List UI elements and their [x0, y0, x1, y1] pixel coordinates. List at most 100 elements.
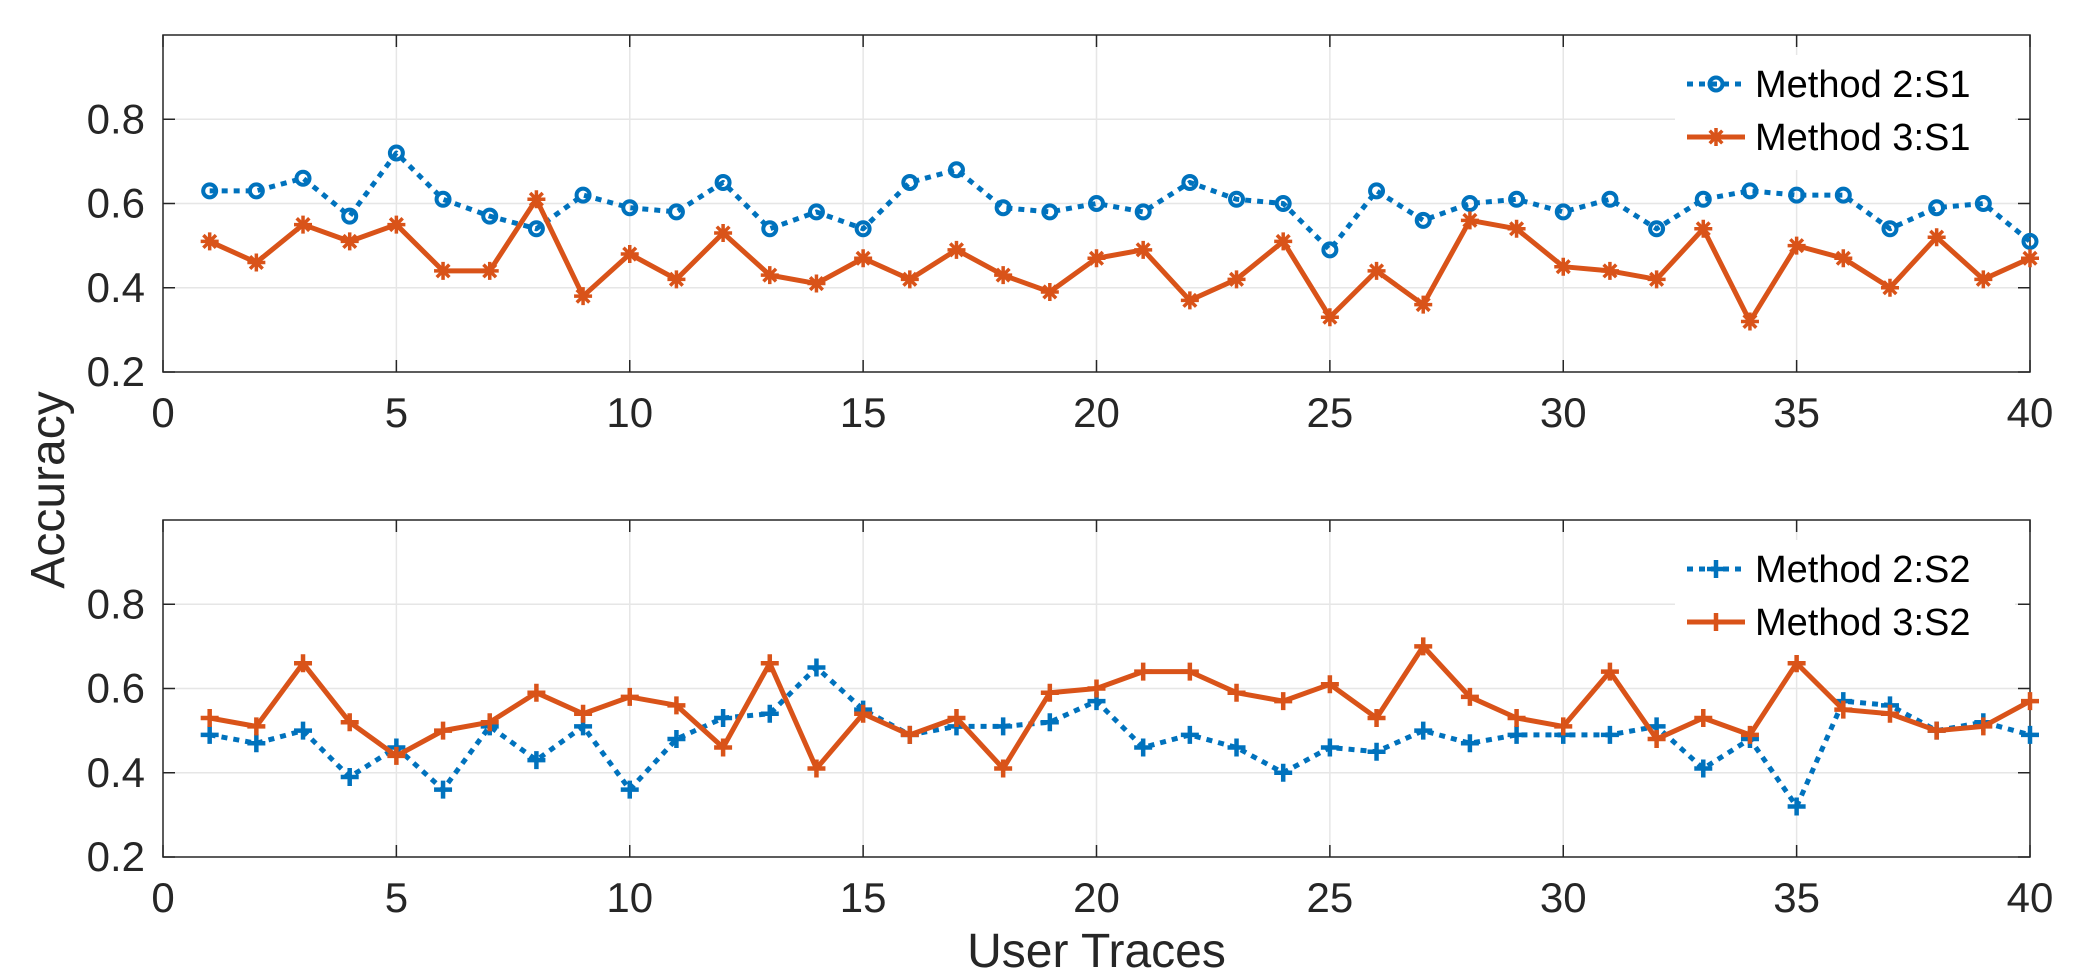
- data-point: [200, 708, 219, 727]
- data-point: [201, 182, 219, 200]
- data-point: [1507, 708, 1526, 727]
- y-tick-label: 0.2: [87, 833, 145, 880]
- legend-label: Method 3:S2: [1755, 602, 1970, 644]
- data-point: [341, 207, 359, 225]
- data-point: [294, 654, 313, 673]
- x-tick-label: 0: [151, 874, 174, 921]
- data-point: [1648, 220, 1666, 238]
- data-point: [1881, 220, 1899, 238]
- data-point: [1134, 738, 1153, 757]
- data-point: [1367, 708, 1386, 727]
- y-tick-label: 0.6: [87, 180, 145, 227]
- data-point: [574, 704, 593, 723]
- data-point: [1927, 721, 1946, 740]
- data-point: [1227, 270, 1246, 289]
- data-point: [947, 161, 965, 179]
- data-point: [1274, 763, 1293, 782]
- data-point: [1694, 190, 1712, 208]
- data-point: [1180, 291, 1199, 310]
- data-point: [1460, 687, 1479, 706]
- data-point: [1600, 725, 1619, 744]
- data-point: [761, 220, 779, 238]
- x-tick-label: 30: [1540, 874, 1587, 921]
- data-point: [247, 717, 266, 736]
- data-point: [340, 767, 359, 786]
- data-point: [1460, 211, 1479, 230]
- data-point: [994, 759, 1013, 778]
- data-point: [807, 658, 826, 677]
- y-axis-label: Accuracy: [22, 391, 75, 588]
- data-point: [1927, 228, 1946, 247]
- data-point: [1367, 261, 1386, 280]
- data-point: [294, 169, 312, 187]
- data-point: [1880, 278, 1899, 297]
- legend-box: [1675, 55, 2015, 170]
- data-point: [434, 780, 453, 799]
- y-tick-label: 0.4: [87, 264, 145, 311]
- data-point: [620, 780, 639, 799]
- data-point: [760, 704, 779, 723]
- legend-label: Method 3:S1: [1755, 117, 1970, 159]
- data-point: [294, 721, 313, 740]
- x-tick-label: 10: [606, 874, 653, 921]
- data-point: [1180, 725, 1199, 744]
- data-point: [1928, 199, 1946, 217]
- data-point: [1041, 203, 1059, 221]
- data-point: [714, 708, 733, 727]
- data-point: [1227, 738, 1246, 757]
- data-point: [1554, 203, 1572, 221]
- legend-box: [1675, 540, 2015, 655]
- data-point: [621, 199, 639, 217]
- data-point: [340, 713, 359, 732]
- data-point: [807, 203, 825, 221]
- data-point: [714, 738, 733, 757]
- y-tick-label: 0.4: [87, 749, 145, 796]
- data-point: [807, 759, 826, 778]
- data-point: [1788, 186, 1806, 204]
- x-tick-label: 25: [1307, 389, 1354, 436]
- x-tick-label: 15: [840, 874, 887, 921]
- data-point: [1787, 797, 1806, 816]
- x-tick-label: 0: [151, 389, 174, 436]
- x-tick-label: 10: [606, 389, 653, 436]
- data-point: [854, 220, 872, 238]
- data-point: [1040, 282, 1059, 301]
- x-tick-label: 35: [1773, 389, 1820, 436]
- data-point: [200, 725, 219, 744]
- series-line: [209, 643, 2032, 772]
- data-point: [807, 274, 826, 293]
- data-point: [294, 215, 313, 234]
- data-point: [480, 713, 499, 732]
- data-point: [1787, 236, 1806, 255]
- data-point: [1554, 717, 1573, 736]
- data-point: [1320, 308, 1339, 327]
- data-point: [387, 215, 406, 234]
- data-point: [714, 223, 733, 242]
- data-point: [1600, 662, 1619, 681]
- data-point: [714, 173, 732, 191]
- data-point: [667, 203, 685, 221]
- x-tick-label: 20: [1073, 874, 1120, 921]
- data-point: [1741, 182, 1759, 200]
- data-point: [760, 266, 779, 285]
- data-point: [1414, 637, 1433, 656]
- data-point: [247, 734, 266, 753]
- data-point: [481, 207, 499, 225]
- legend-label: Method 2:S2: [1755, 549, 1970, 591]
- data-point: [900, 725, 919, 744]
- legend: Method 2:S1 Method 3:S1: [1675, 55, 2015, 170]
- series-method-2-s1: [201, 144, 2039, 259]
- x-axis-label: User Traces: [967, 925, 1226, 978]
- data-point: [1460, 734, 1479, 753]
- series-method-3-s2: [200, 637, 2039, 778]
- data-point: [1834, 700, 1853, 719]
- data-point: [1880, 704, 1899, 723]
- data-point: [620, 687, 639, 706]
- data-point: [1414, 211, 1432, 229]
- data-point: [1508, 190, 1526, 208]
- data-point: [527, 683, 546, 702]
- y-tick-label: 0.8: [87, 580, 145, 627]
- data-point: [387, 746, 406, 765]
- data-point: [994, 717, 1013, 736]
